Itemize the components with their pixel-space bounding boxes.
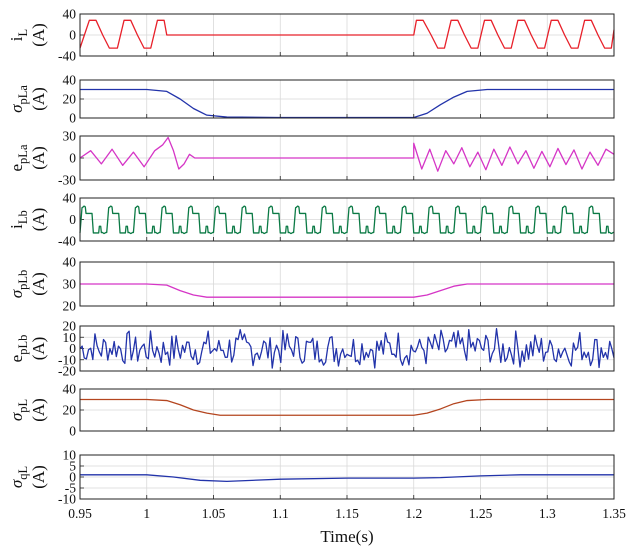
subplot-sigma_pLa: 40 20 0 σpLa (A) xyxy=(7,73,615,126)
y-axis-unit-sigma_pL: (A) xyxy=(29,398,48,422)
y-tick-label: 40 xyxy=(63,191,77,206)
series-line-e_pLb xyxy=(79,328,615,369)
x-tick-label: 1.2 xyxy=(405,506,422,521)
y-axis-label-sigma_qL: σqL xyxy=(7,466,30,488)
y-label-subscript: pL xyxy=(16,399,30,413)
y-axis-unit-sigma_qL: (A) xyxy=(29,465,48,489)
y-tick-label: -40 xyxy=(58,49,76,64)
y-tick-label: -5 xyxy=(65,481,76,496)
y-axis-label-e_pLb: epLb xyxy=(7,335,30,363)
y-label-subscript: pLb xyxy=(16,335,30,355)
y-tick-label: 0 xyxy=(69,424,76,439)
y-tick-label: 40 xyxy=(63,73,77,88)
y-tick-label: -20 xyxy=(58,364,76,379)
y-tick-label: 20 xyxy=(63,403,77,418)
y-axis-unit-e_pLb: (A) xyxy=(29,337,48,361)
y-tick-label: 20 xyxy=(63,92,77,107)
x-tick-label: 1 xyxy=(143,506,150,521)
series-line-iL xyxy=(79,19,615,49)
y-tick-label: 0 xyxy=(69,341,76,356)
subplot-iLb: 40 0 -40 iLb (A) xyxy=(7,191,615,249)
y-tick-label: -30 xyxy=(58,173,76,188)
y-label-symbol: σ xyxy=(7,289,26,298)
y-axis-label-sigma_pL: σpL xyxy=(7,399,30,421)
y-axis-label-iLb: iLb xyxy=(7,210,30,229)
y-tick-label: -10 xyxy=(58,492,76,507)
x-tick-label: 1.05 xyxy=(202,506,226,521)
series-line-sigma_qL xyxy=(80,474,614,483)
y-label-symbol: i xyxy=(7,36,26,41)
y-label-symbol: σ xyxy=(7,104,26,113)
x-tick-label: 1.15 xyxy=(335,506,359,521)
y-tick-label: 20 xyxy=(63,299,77,314)
x-tick-label: 1.3 xyxy=(539,506,556,521)
y-label-subscript: qL xyxy=(16,466,30,480)
series-line-sigma_pL xyxy=(80,398,614,416)
x-axis-label: Time(s) xyxy=(320,527,373,546)
y-label-subscript: pLb xyxy=(16,270,30,290)
y-label-symbol: e xyxy=(7,164,26,172)
y-label-symbol: σ xyxy=(7,412,26,421)
series-line-sigma_pLb xyxy=(80,283,614,298)
y-tick-label: -40 xyxy=(58,234,76,249)
y-tick-label: 30 xyxy=(63,277,77,292)
subplot-e_pLa: 30 0 -30 epLa (A) xyxy=(7,129,615,188)
y-tick-label: -10 xyxy=(58,352,76,367)
y-tick-label: 0 xyxy=(69,151,76,166)
y-axis-label-iL: iL xyxy=(7,29,30,41)
y-label-symbol: i xyxy=(7,224,26,229)
x-tick-label: 1.35 xyxy=(602,506,626,521)
y-label-symbol: σ xyxy=(7,479,26,488)
subplot-sigma_pLb: 40 30 20 σpLb (A) xyxy=(7,255,615,314)
y-axis-label-sigma_pLb: σpLb xyxy=(7,270,30,299)
y-tick-label: 5 xyxy=(69,459,76,474)
y-label-subscript: L xyxy=(16,29,30,37)
y-label-subscript: pLa xyxy=(16,85,30,105)
y-tick-label: 20 xyxy=(63,319,77,334)
y-tick-label: 10 xyxy=(63,330,77,345)
y-tick-label: 0 xyxy=(69,212,76,227)
y-axis-unit-sigma_pLb: (A) xyxy=(29,272,48,296)
series-line-e_pLa xyxy=(79,136,615,172)
y-axis-unit-sigma_pLa: (A) xyxy=(29,87,48,111)
y-tick-label: 40 xyxy=(63,255,77,270)
y-label-subscript: pLa xyxy=(16,144,30,164)
subplot-iL: 40 0 -40 iL (A) xyxy=(7,7,615,64)
y-label-symbol: e xyxy=(7,355,26,363)
x-tick-label: 0.95 xyxy=(68,506,92,521)
x-tick-label: 1.1 xyxy=(272,506,289,521)
y-axis-label-e_pLa: epLa xyxy=(7,144,30,171)
y-label-subscript: Lb xyxy=(16,210,30,224)
y-tick-label: 0 xyxy=(69,111,76,126)
y-tick-label: 30 xyxy=(63,129,77,144)
subplot-sigma_pL: 40 20 0 σpL (A) xyxy=(7,382,615,439)
y-axis-unit-iL: (A) xyxy=(29,23,48,47)
y-axis-label-sigma_pLa: σpLa xyxy=(7,85,30,113)
y-axis-unit-e_pLa: (A) xyxy=(29,146,48,170)
y-tick-label: 0 xyxy=(69,28,76,43)
y-tick-label: 40 xyxy=(63,7,77,22)
y-tick-label: 10 xyxy=(63,448,77,463)
series-line-iLb xyxy=(79,205,615,235)
y-tick-label: 40 xyxy=(63,382,77,397)
y-tick-label: 0 xyxy=(69,470,76,485)
y-axis-unit-iLb: (A) xyxy=(29,208,48,232)
x-tick-label: 1.25 xyxy=(469,506,493,521)
